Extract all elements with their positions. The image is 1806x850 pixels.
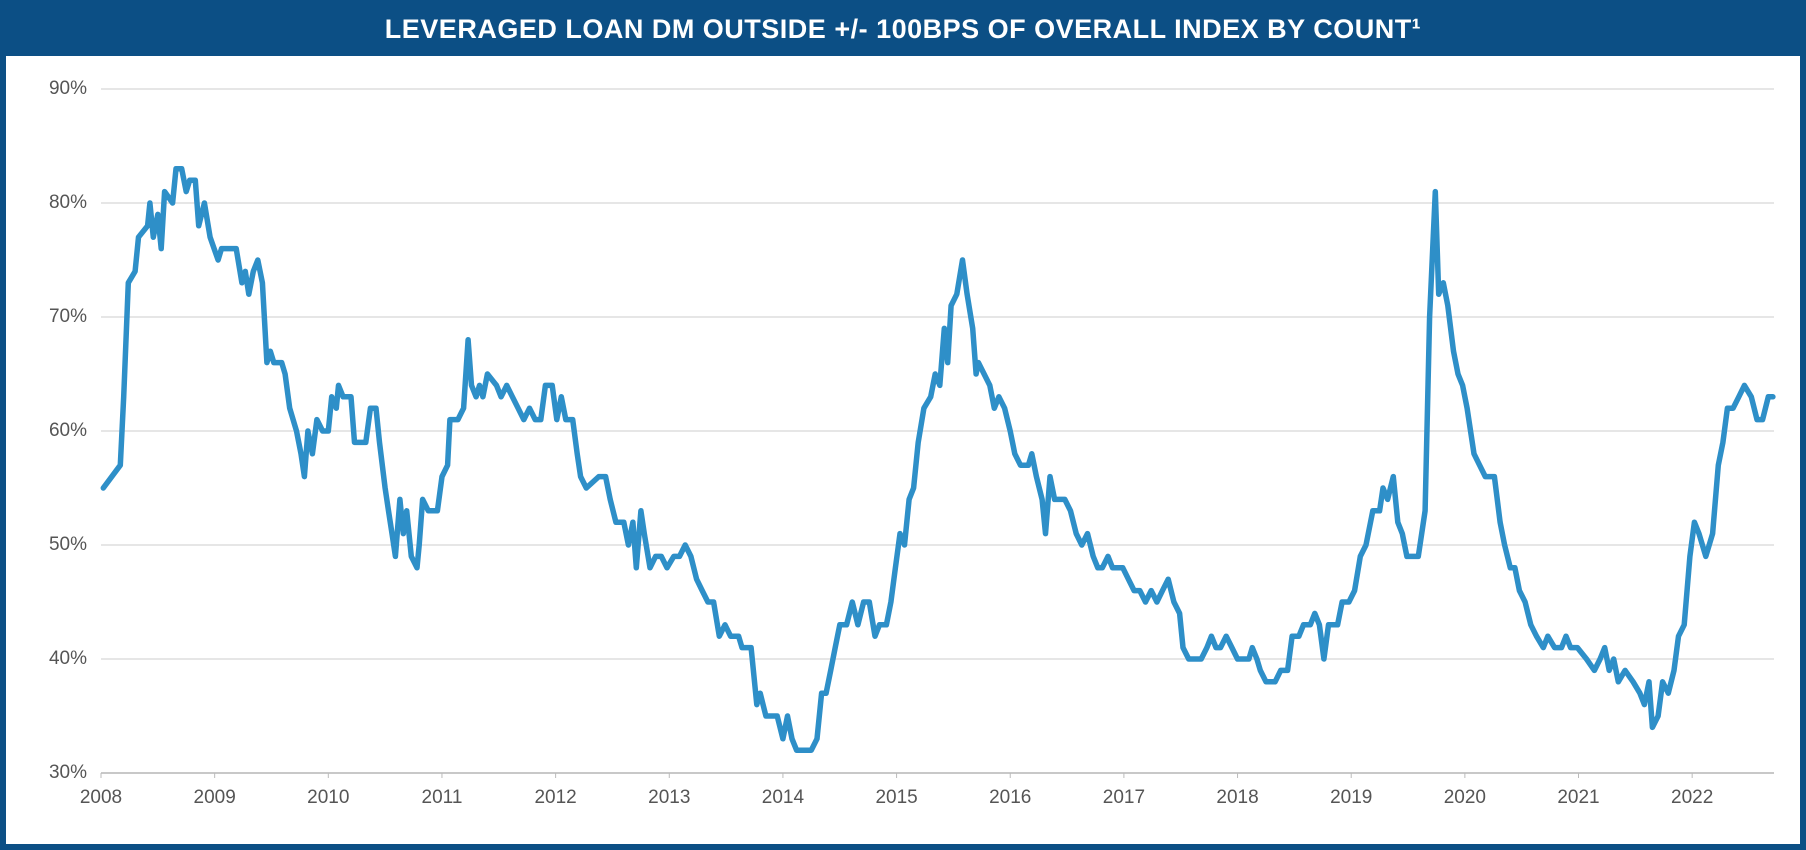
x-tick-label: 2018 xyxy=(1216,787,1258,808)
x-tick-label: 2013 xyxy=(648,787,690,808)
x-tick-label: 2009 xyxy=(194,787,236,808)
x-tick-label: 2022 xyxy=(1671,787,1713,808)
x-tick-label: 2016 xyxy=(989,787,1031,808)
x-tick-label: 2010 xyxy=(307,787,349,808)
x-tick-label: 2019 xyxy=(1330,787,1372,808)
y-tick-label: 40% xyxy=(49,648,87,669)
y-tick-label: 90% xyxy=(49,78,87,99)
y-tick-label: 70% xyxy=(49,306,87,327)
y-tick-label: 50% xyxy=(49,534,87,555)
x-tick-label: 2012 xyxy=(534,787,576,808)
x-tick-label: 2021 xyxy=(1557,787,1599,808)
x-tick-label: 2008 xyxy=(80,787,122,808)
x-tick-label: 2011 xyxy=(422,787,463,808)
y-tick-label: 80% xyxy=(49,192,87,213)
data-line xyxy=(100,166,1776,753)
y-tick-label: 60% xyxy=(49,420,87,441)
y-tick-label: 30% xyxy=(49,762,87,783)
chart-title: LEVERAGED LOAN DM OUTSIDE +/- 100BPS OF … xyxy=(385,14,1421,44)
x-tick-label: 2015 xyxy=(875,787,917,808)
x-tick-label: 2017 xyxy=(1103,787,1145,808)
x-tick-label: 2014 xyxy=(762,787,805,808)
title-bar xyxy=(0,0,1806,56)
x-tick-label: 2020 xyxy=(1444,787,1486,808)
